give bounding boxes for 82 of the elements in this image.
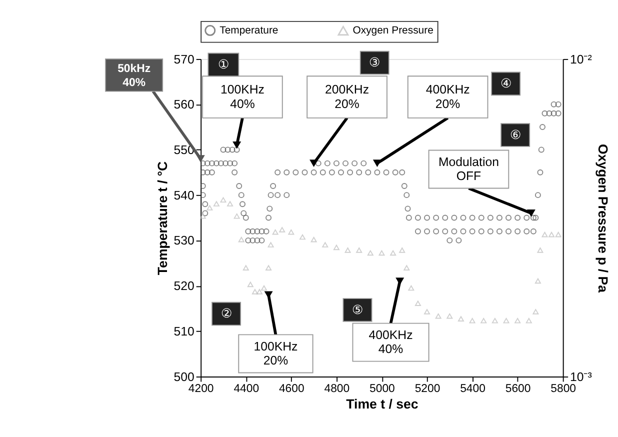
point	[206, 205, 213, 210]
point	[279, 227, 286, 232]
point	[514, 318, 521, 324]
point	[322, 242, 328, 248]
y2-tick-label: 10⁻³	[570, 370, 592, 384]
point	[252, 289, 258, 294]
y-tick-label: 540	[174, 188, 195, 202]
point	[213, 201, 220, 206]
x-tick-label: 4800	[324, 383, 350, 396]
point	[414, 300, 421, 306]
point	[367, 250, 374, 256]
y2-axis-title: Oxygen Pressure p / Pa	[595, 144, 610, 294]
y-tick-label: 510	[174, 324, 195, 338]
x-tick-label: 5600	[505, 383, 531, 396]
point	[238, 236, 244, 242]
point	[300, 234, 306, 240]
point	[268, 242, 274, 248]
point	[227, 201, 234, 206]
point	[534, 278, 541, 284]
annotation: ③	[369, 56, 380, 70]
x-tick-label: 4400	[234, 383, 260, 396]
y-tick-label: 520	[174, 279, 195, 294]
annotation: ⑤	[352, 302, 363, 317]
point	[555, 232, 562, 238]
point	[220, 197, 226, 203]
point	[247, 282, 254, 288]
point	[333, 244, 340, 250]
point	[408, 285, 414, 291]
x-tick-label: 4200	[188, 383, 214, 396]
point	[378, 250, 385, 256]
x-tick-label: 5000	[370, 383, 395, 396]
y2-tick-label: 10⁻²	[570, 52, 592, 66]
point	[234, 213, 240, 219]
point	[458, 316, 464, 322]
x-tick-label: 5800	[550, 383, 576, 396]
point	[200, 213, 206, 219]
x-tick-label: 4600	[278, 383, 304, 396]
annotation: Modulation OFF	[438, 154, 500, 184]
point	[266, 265, 272, 270]
annotation: 400KHz 20%	[426, 82, 470, 111]
point	[469, 318, 476, 324]
point	[242, 265, 249, 270]
point	[424, 309, 430, 314]
point	[542, 232, 548, 238]
point	[435, 313, 442, 319]
legend-label: Temperature	[220, 25, 278, 36]
point	[399, 248, 406, 253]
annotation: 400KHz 40%	[368, 328, 413, 356]
annotation: ⑥	[510, 128, 521, 142]
x-tick-label: 5200	[414, 383, 440, 396]
point	[356, 248, 362, 253]
annotation: ①	[218, 57, 229, 72]
point	[404, 265, 410, 270]
y-tick-label: 560	[174, 98, 195, 112]
point	[503, 318, 510, 324]
point	[480, 318, 487, 324]
point	[532, 309, 539, 314]
point	[548, 232, 555, 238]
annotation: ④	[500, 76, 512, 90]
point	[390, 250, 396, 256]
annotation: ②	[220, 306, 232, 321]
annotation: 100KHz 40%	[220, 82, 264, 111]
y-tick-label: 500	[174, 370, 195, 384]
point	[526, 318, 532, 324]
annotation: 200KHz 20%	[325, 82, 370, 111]
y-axis-title: Temperature t / °C	[155, 160, 170, 276]
point	[261, 285, 267, 291]
point	[256, 289, 262, 294]
point	[537, 248, 544, 253]
point	[272, 229, 278, 235]
legend-label: Oxygen Pressure	[352, 26, 434, 37]
point	[288, 229, 294, 235]
x-tick-label: 5400	[460, 383, 486, 396]
point	[310, 236, 317, 242]
annotation: 100KHz 20%	[254, 339, 298, 368]
x-axis-title: Time t / sec	[346, 396, 418, 412]
y-tick-label: 530	[174, 234, 195, 248]
point	[492, 318, 498, 324]
annotation: 50kHz 40%	[118, 62, 151, 90]
point	[446, 313, 453, 319]
y-tick-label: 570	[174, 52, 195, 66]
point	[344, 248, 351, 253]
